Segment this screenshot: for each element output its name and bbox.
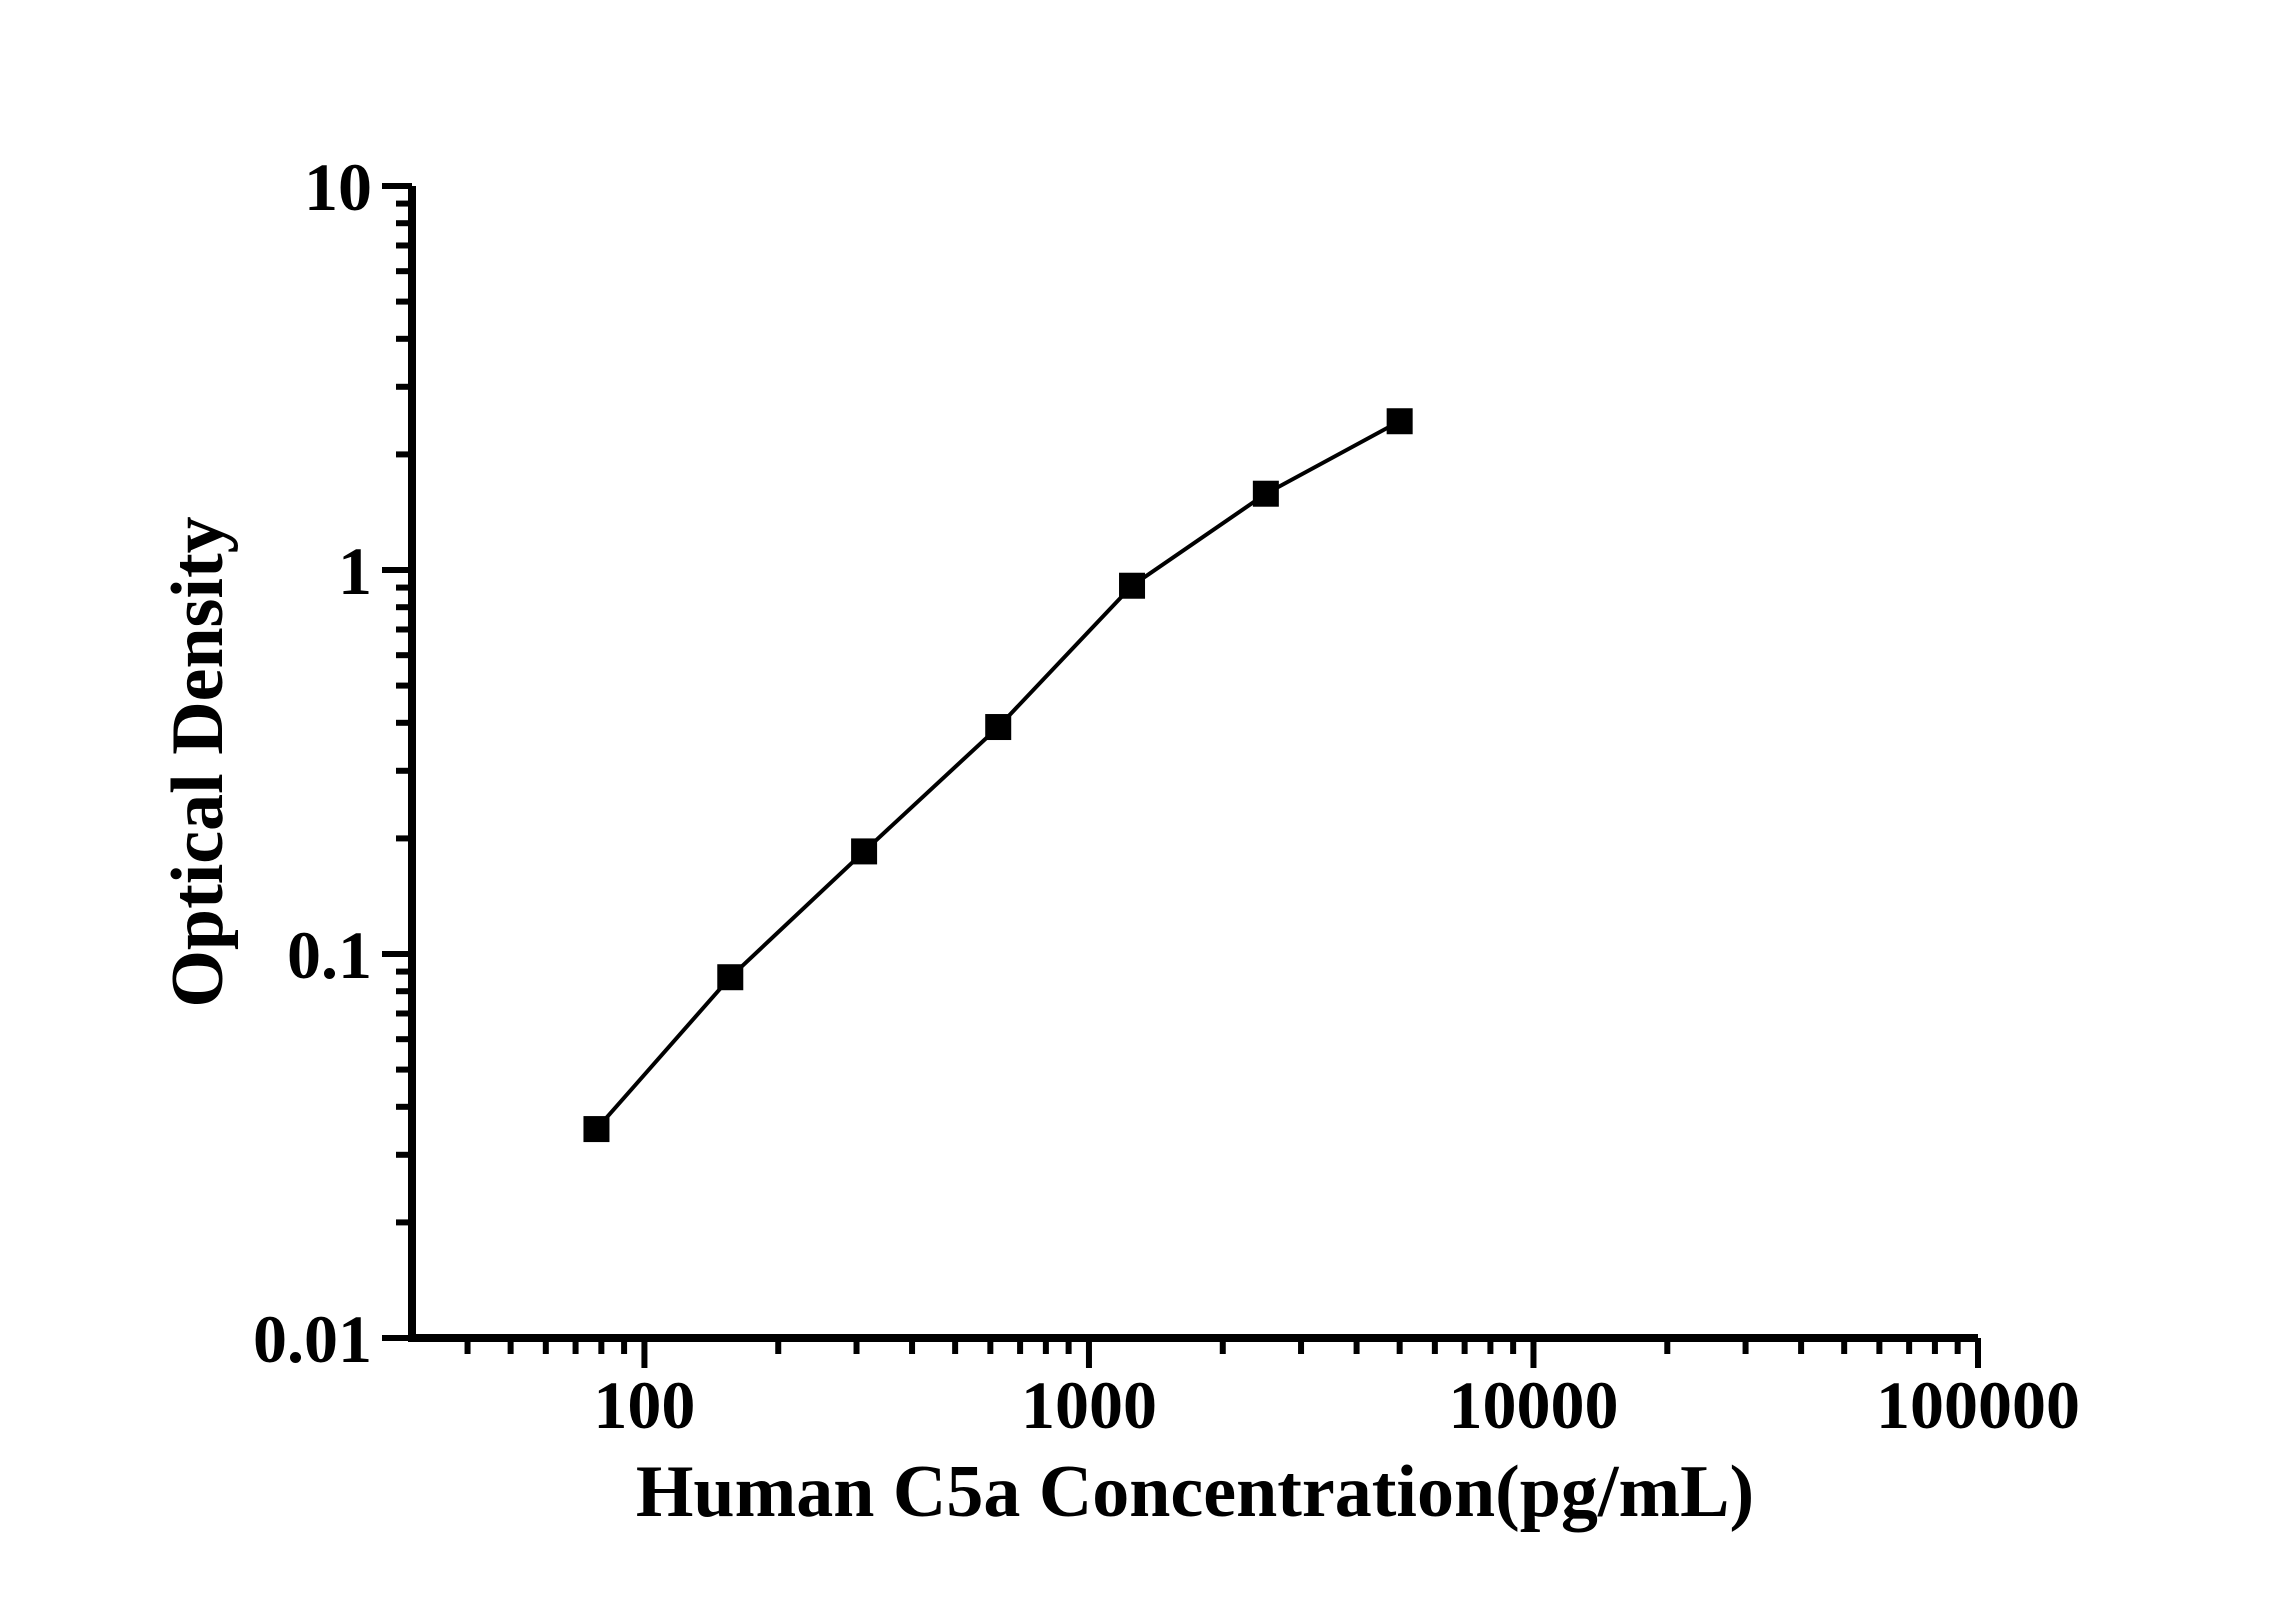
axes xyxy=(408,186,1978,1342)
x-tick-label: 1000 xyxy=(1021,1367,1157,1443)
data-point-marker xyxy=(717,964,744,991)
y-axis-title: Optical Density xyxy=(157,516,239,1007)
x-tick-label: 10000 xyxy=(1448,1367,1618,1443)
axis-tick-labels: 100 1000 10000 100000 0.01 0.1 1 10 xyxy=(253,149,2080,1443)
data-point-marker xyxy=(1252,480,1279,507)
y-tick-label: 0.01 xyxy=(253,1301,372,1377)
y-tick-label: 1 xyxy=(338,533,372,609)
standard-curve-line xyxy=(594,419,1401,1131)
data-point-marker xyxy=(985,714,1012,741)
data-series xyxy=(583,408,1413,1143)
y-tick-label: 0.1 xyxy=(287,917,372,993)
axis-ticks xyxy=(382,183,1981,1368)
data-point-marker xyxy=(583,1116,610,1143)
x-tick-label: 100000 xyxy=(1876,1367,2080,1443)
x-tick-label: 100 xyxy=(593,1367,695,1443)
data-point-marker xyxy=(1119,572,1146,599)
x-axis-title: Human C5a Concentration(pg/mL) xyxy=(636,1451,1754,1533)
data-point-marker xyxy=(851,838,878,865)
data-point-marker xyxy=(1386,408,1413,435)
y-tick-label: 10 xyxy=(304,149,372,225)
